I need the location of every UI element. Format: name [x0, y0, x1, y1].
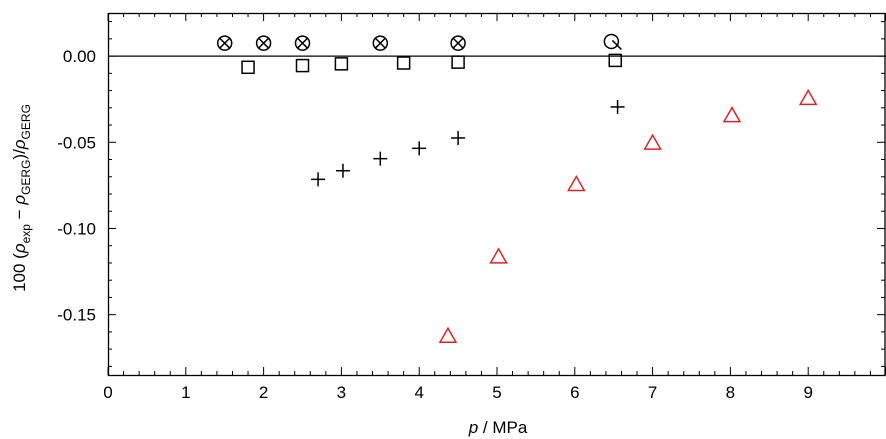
marker-circle — [450, 35, 466, 51]
y-tick-label: -0.15 — [57, 306, 96, 325]
x-tick-label: 8 — [726, 383, 735, 402]
marker-circle — [255, 35, 272, 51]
x-axis-label-symbol: p — [468, 418, 478, 437]
marker-circle — [372, 35, 389, 51]
data-point-square — [241, 60, 255, 75]
y-tick-label: -0.05 — [57, 133, 96, 152]
x-tick-label: 6 — [570, 383, 579, 402]
data-point-triangle — [643, 133, 662, 150]
plot-frame — [107, 12, 886, 377]
data-point-triangle — [798, 88, 818, 106]
marker-circle — [603, 33, 620, 50]
data-point-square — [295, 58, 310, 73]
y-axis-label: 100 (ρexp − ρGERG)/ρGERG — [10, 104, 33, 292]
data-point-square — [451, 55, 465, 69]
x-tick-label: 7 — [648, 383, 657, 402]
data-point-plus — [335, 163, 350, 178]
data-point-plus — [412, 141, 427, 156]
series-circle-x — [216, 35, 466, 51]
data-point-triangle — [567, 175, 586, 192]
x-tick-label: 1 — [181, 383, 190, 402]
data-point-square — [608, 53, 623, 68]
data-point-plus — [451, 130, 466, 145]
x-tick-label: 9 — [803, 383, 812, 402]
series-circle-slash — [603, 33, 622, 50]
data-point-circle-x — [450, 35, 466, 51]
data-point-square — [334, 57, 349, 71]
data-marks — [216, 33, 818, 343]
data-point-triangle — [489, 247, 508, 264]
data-point-plus — [311, 172, 326, 187]
series-triangle — [438, 88, 818, 343]
marker-cross-b — [374, 37, 386, 49]
x-tick-label: 5 — [492, 383, 501, 402]
x-axis-label: p / MPa — [468, 418, 528, 437]
data-point-circle-x — [294, 35, 311, 51]
series-square — [241, 53, 623, 75]
marker-circle — [216, 35, 233, 51]
y-tick-label: 0.00 — [63, 47, 96, 66]
marker-slash — [611, 39, 622, 50]
data-point-circle-slash — [603, 33, 622, 50]
marker-cross-b — [219, 37, 231, 49]
axes: 0 1 2 3 4 5 6 7 8 9 0.00 -0.05 -0.10 -0.15 — [57, 12, 886, 402]
marker-cross-b — [296, 37, 309, 49]
x-axis-label-unit: / MPa — [478, 418, 528, 437]
data-point-triangle — [438, 326, 458, 343]
data-point-plus — [373, 151, 388, 166]
data-point-circle-x — [372, 35, 389, 51]
marker-cross-b — [258, 37, 270, 49]
data-point-plus — [610, 99, 625, 114]
data-point-triangle — [722, 106, 742, 123]
marker-cross-b — [452, 37, 464, 49]
data-point-circle-x — [216, 35, 233, 51]
data-point-circle-x — [255, 35, 272, 51]
y-tick-label: -0.10 — [57, 219, 96, 238]
series-plus — [311, 99, 625, 187]
data-point-square — [396, 56, 411, 70]
x-tick-label: 4 — [414, 383, 423, 402]
x-tick-label: 0 — [103, 383, 112, 402]
marker-circle — [294, 35, 311, 51]
x-tick-label: 3 — [337, 383, 346, 402]
x-tick-label: 2 — [259, 383, 268, 402]
